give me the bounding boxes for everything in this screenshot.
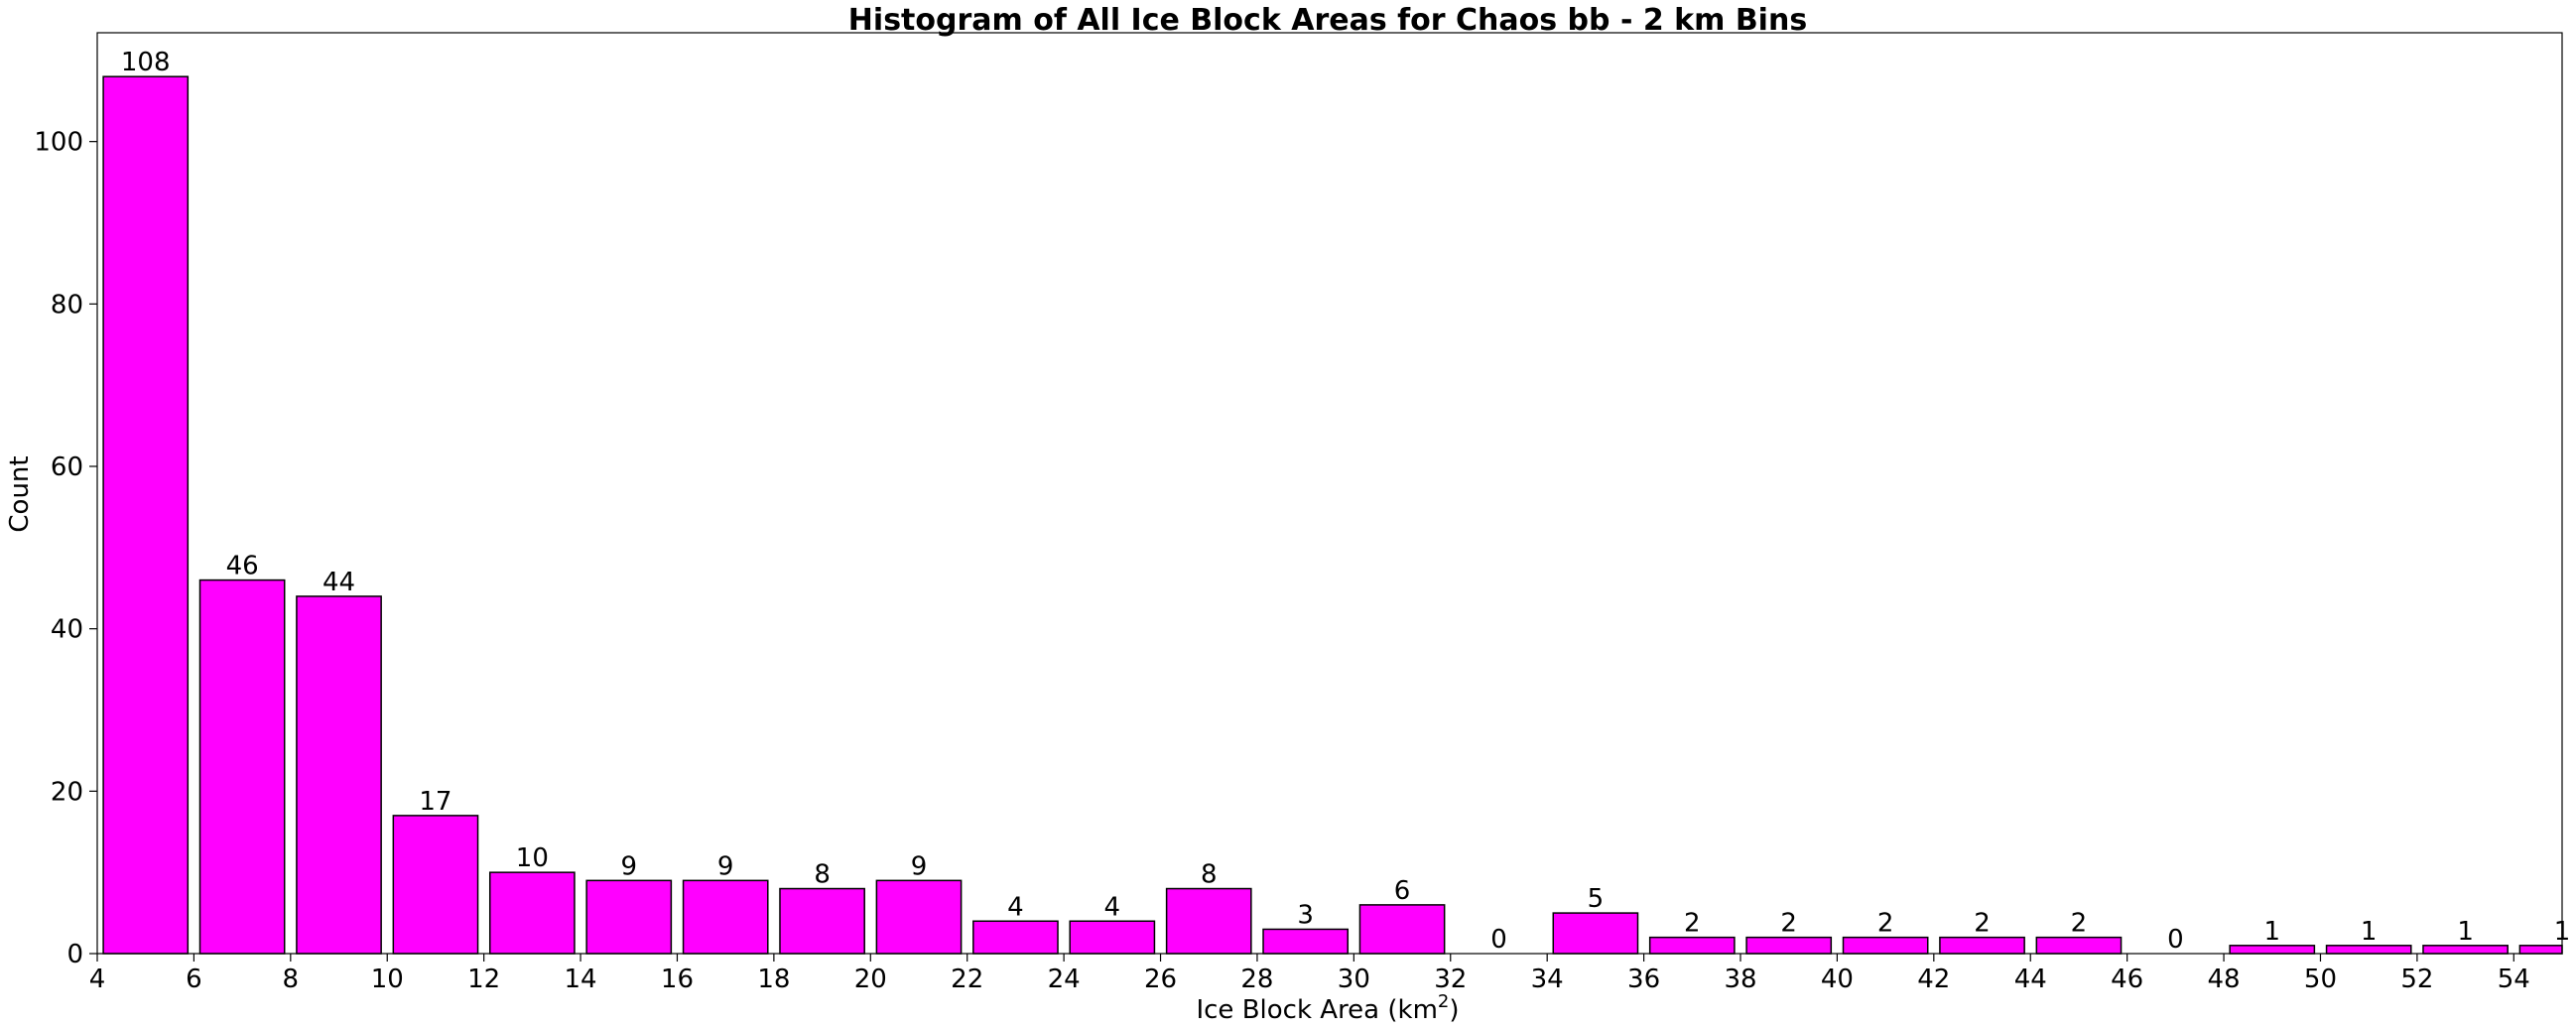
bar-value-label: 9 — [620, 851, 637, 881]
x-axis-label-superscript: 2 — [1438, 991, 1449, 1012]
histogram-bar — [1358, 904, 1446, 955]
y-axis-label: Count — [5, 455, 35, 532]
bar-value-label: 1 — [2457, 917, 2474, 947]
bar-value-label: 6 — [1394, 876, 1411, 906]
bar-value-label: 10 — [516, 843, 549, 873]
bar-value-label: 4 — [1104, 892, 1121, 922]
bar-value-label: 2 — [1780, 909, 1797, 939]
x-axis-label-close: ) — [1449, 995, 1459, 1025]
histogram-bar — [585, 879, 673, 955]
x-tick-label: 52 — [2400, 965, 2433, 994]
bar-value-label: 0 — [2167, 925, 2184, 955]
bar-value-label: 9 — [911, 851, 928, 881]
bar-value-label: 3 — [1297, 900, 1314, 930]
histogram-bar — [2325, 945, 2412, 955]
x-tick-label: 4 — [89, 965, 106, 994]
histogram-bar — [488, 871, 576, 955]
bar-value-label: 1 — [2361, 917, 2378, 947]
x-tick-label: 16 — [661, 965, 694, 994]
x-tick-label: 48 — [2208, 965, 2241, 994]
chart-title: Histogram of All Ice Block Areas for Cha… — [848, 3, 1807, 38]
histogram-bar — [198, 579, 286, 955]
x-tick-label: 38 — [1724, 965, 1756, 994]
histogram-bar — [1165, 887, 1252, 955]
histogram-bar — [1552, 912, 1639, 955]
x-tick-label: 42 — [1917, 965, 1950, 994]
bar-value-label: 2 — [1974, 909, 1991, 939]
histogram-bar — [682, 879, 769, 955]
histogram-bar — [1939, 936, 2025, 955]
x-tick-label: 8 — [283, 965, 300, 994]
bar-value-label: 2 — [1684, 909, 1701, 939]
x-tick-label: 44 — [2014, 965, 2047, 994]
x-tick-label: 30 — [1338, 965, 1370, 994]
x-tick-label: 12 — [467, 965, 500, 994]
bar-value-label: 108 — [121, 48, 171, 77]
bar-value-label: 0 — [1490, 925, 1507, 955]
x-tick-label: 10 — [371, 965, 404, 994]
histogram-bar — [296, 595, 382, 955]
x-tick-label: 28 — [1240, 965, 1273, 994]
plot-frame — [96, 32, 2563, 955]
x-axis-label: Ice Block Area (km2) — [1196, 991, 1459, 1025]
histogram-bar — [2518, 945, 2563, 955]
histogram-bar — [1842, 936, 1929, 955]
histogram-bar — [1262, 928, 1350, 955]
histogram-bar — [875, 879, 963, 955]
bar-value-label: 2 — [2071, 909, 2088, 939]
x-tick-label: 14 — [565, 965, 597, 994]
histogram-bar — [1745, 936, 1833, 955]
x-tick-label: 50 — [2304, 965, 2337, 994]
x-axis-label-main: Ice Block Area (km — [1196, 995, 1437, 1025]
y-tick-label: 80 — [51, 290, 83, 320]
x-axis: 4 6 8 10 12 14 16 18 20 22 24 26 28 30 32 34 36 38 40 42 44 4… — [89, 954, 2530, 994]
y-tick-label: 20 — [51, 777, 83, 807]
bar-value-label: 2 — [1877, 909, 1894, 939]
x-tick-label: 32 — [1434, 965, 1467, 994]
bar-value-label: 8 — [814, 860, 831, 890]
x-tick-label: 34 — [1531, 965, 1564, 994]
bar-value-label: 44 — [322, 568, 355, 597]
x-tick-label: 40 — [1821, 965, 1854, 994]
bar-value-label: 5 — [1588, 884, 1605, 914]
x-tick-label: 6 — [186, 965, 202, 994]
x-tick-label: 18 — [757, 965, 790, 994]
bars-layer — [102, 75, 2563, 955]
y-tick-label: 40 — [51, 615, 83, 645]
bar-value-label: 46 — [226, 552, 259, 581]
histogram-bar — [102, 75, 190, 955]
x-tick-label: 36 — [1627, 965, 1660, 994]
histogram-bar — [2229, 945, 2316, 955]
bar-value-label: 9 — [717, 851, 734, 881]
histogram-bar — [1648, 936, 1736, 955]
y-axis: 0 20 40 60 80 100 — [34, 128, 97, 969]
histogram-bar — [392, 815, 479, 955]
x-tick-label: 22 — [951, 965, 983, 994]
y-tick-label: 0 — [66, 940, 83, 969]
bar-value-label: 17 — [419, 787, 451, 817]
histogram-bar — [2035, 936, 2123, 955]
histogram-bar — [972, 920, 1059, 955]
bar-value-label: 8 — [1201, 860, 1218, 890]
x-tick-label: 20 — [854, 965, 887, 994]
x-tick-label: 24 — [1048, 965, 1081, 994]
x-tick-label: 46 — [2111, 965, 2143, 994]
histogram-bar — [2422, 945, 2509, 955]
bar-value-label: 1 — [2263, 917, 2280, 947]
x-tick-label: 54 — [2498, 965, 2530, 994]
histogram-bar — [1069, 920, 1156, 955]
histogram-bar — [779, 887, 865, 955]
bar-value-label: 4 — [1007, 892, 1024, 922]
x-tick-label: 26 — [1144, 965, 1177, 994]
y-tick-label: 100 — [34, 128, 83, 158]
y-tick-label: 60 — [51, 452, 83, 482]
